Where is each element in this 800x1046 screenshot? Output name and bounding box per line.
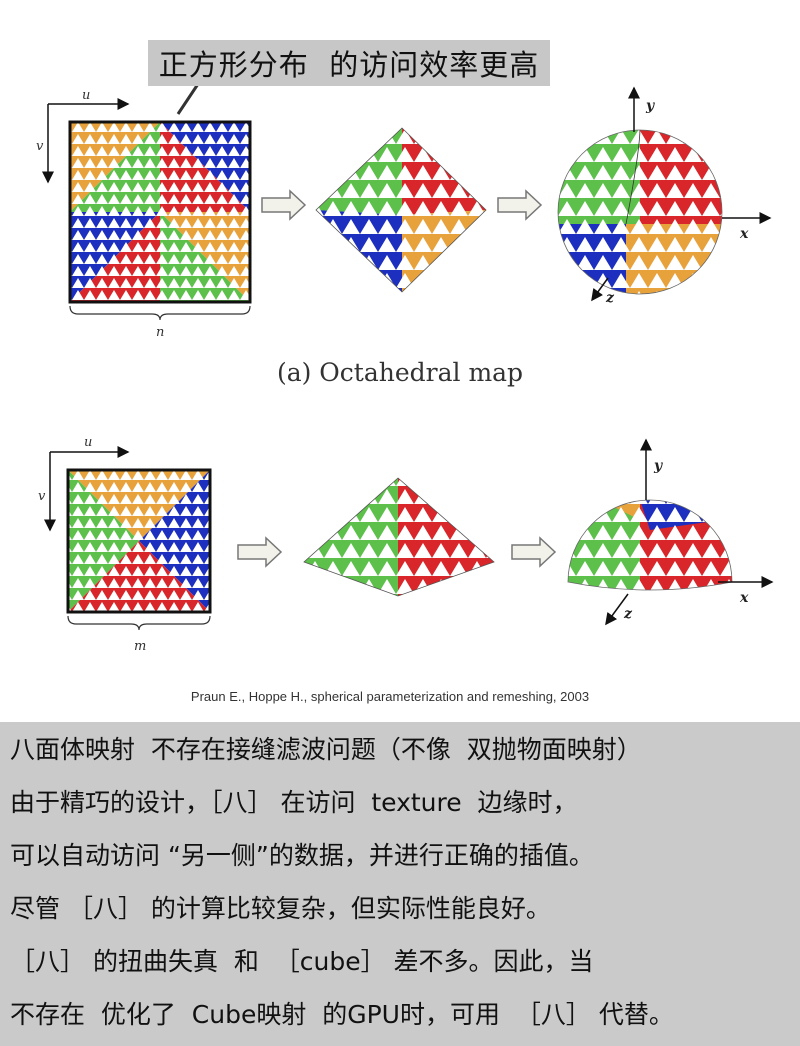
axis-u-label: u — [84, 435, 92, 450]
width-brace-a — [69, 305, 251, 321]
axis-x-label: x — [739, 226, 749, 242]
figure-caption-a: (a) Octahedral map — [276, 358, 524, 387]
axis-v-label: v — [36, 139, 44, 154]
uv-axes-a: u v — [36, 88, 130, 184]
width-label-n: n — [156, 325, 164, 340]
transform-arrow-1b — [237, 536, 283, 568]
axis-x-label: x — [739, 590, 749, 606]
axis-y-label: y — [653, 458, 663, 474]
axis-z-label: z — [623, 606, 633, 622]
note-line: 八面体映射 不存在接缝滤波问题（不像 双抛物面映射） — [10, 735, 642, 764]
octahedral-map-figure: u v n — [36, 83, 774, 654]
note-line: 可以自动访问 “另一侧”的数据，并进行正确的插值。 — [10, 841, 594, 870]
transform-arrow-1a — [261, 189, 307, 221]
hemisphere — [567, 499, 733, 591]
octahedron — [315, 127, 487, 293]
width-brace-b — [67, 615, 211, 631]
width-label-m: m — [134, 639, 146, 654]
transform-arrow-2a — [497, 189, 543, 221]
pyramid — [303, 477, 495, 597]
axis-y-label: y — [645, 98, 655, 114]
callout-label: 正方形分布 的访问效率更高 — [148, 40, 550, 86]
note-line: ［八］ 的扭曲失真 和 ［cube］ 差不多。因此，当 — [10, 947, 594, 976]
note-line: 尽管 ［八］ 的计算比较复杂，但实际性能良好。 — [10, 894, 551, 923]
notes-panel: 八面体映射 不存在接缝滤波问题（不像 双抛物面映射） 由于精巧的设计，［八］ 在… — [0, 722, 800, 1046]
callout-leader — [176, 83, 200, 115]
note-line: 不存在 优化了 Cube映射 的GPU时，可用 ［八］ 代替。 — [10, 1000, 674, 1029]
axis-u-label: u — [82, 88, 90, 103]
transform-arrow-2b — [511, 536, 557, 568]
sphere — [557, 129, 723, 295]
square-octahedral-map — [68, 120, 252, 304]
axis-v-label: v — [38, 489, 46, 504]
xyz-axes-a: y x z — [591, 86, 772, 306]
uv-axes-b: u v — [38, 435, 130, 532]
xyz-axes-b: y x z — [605, 438, 774, 626]
citation: Praun E., Hoppe H., spherical parameteri… — [190, 689, 590, 704]
note-line: 由于精巧的设计，［八］ 在访问 texture 边缘时， — [10, 788, 578, 817]
square-hemisphere-map — [66, 468, 212, 614]
axis-z-label: z — [605, 290, 615, 306]
